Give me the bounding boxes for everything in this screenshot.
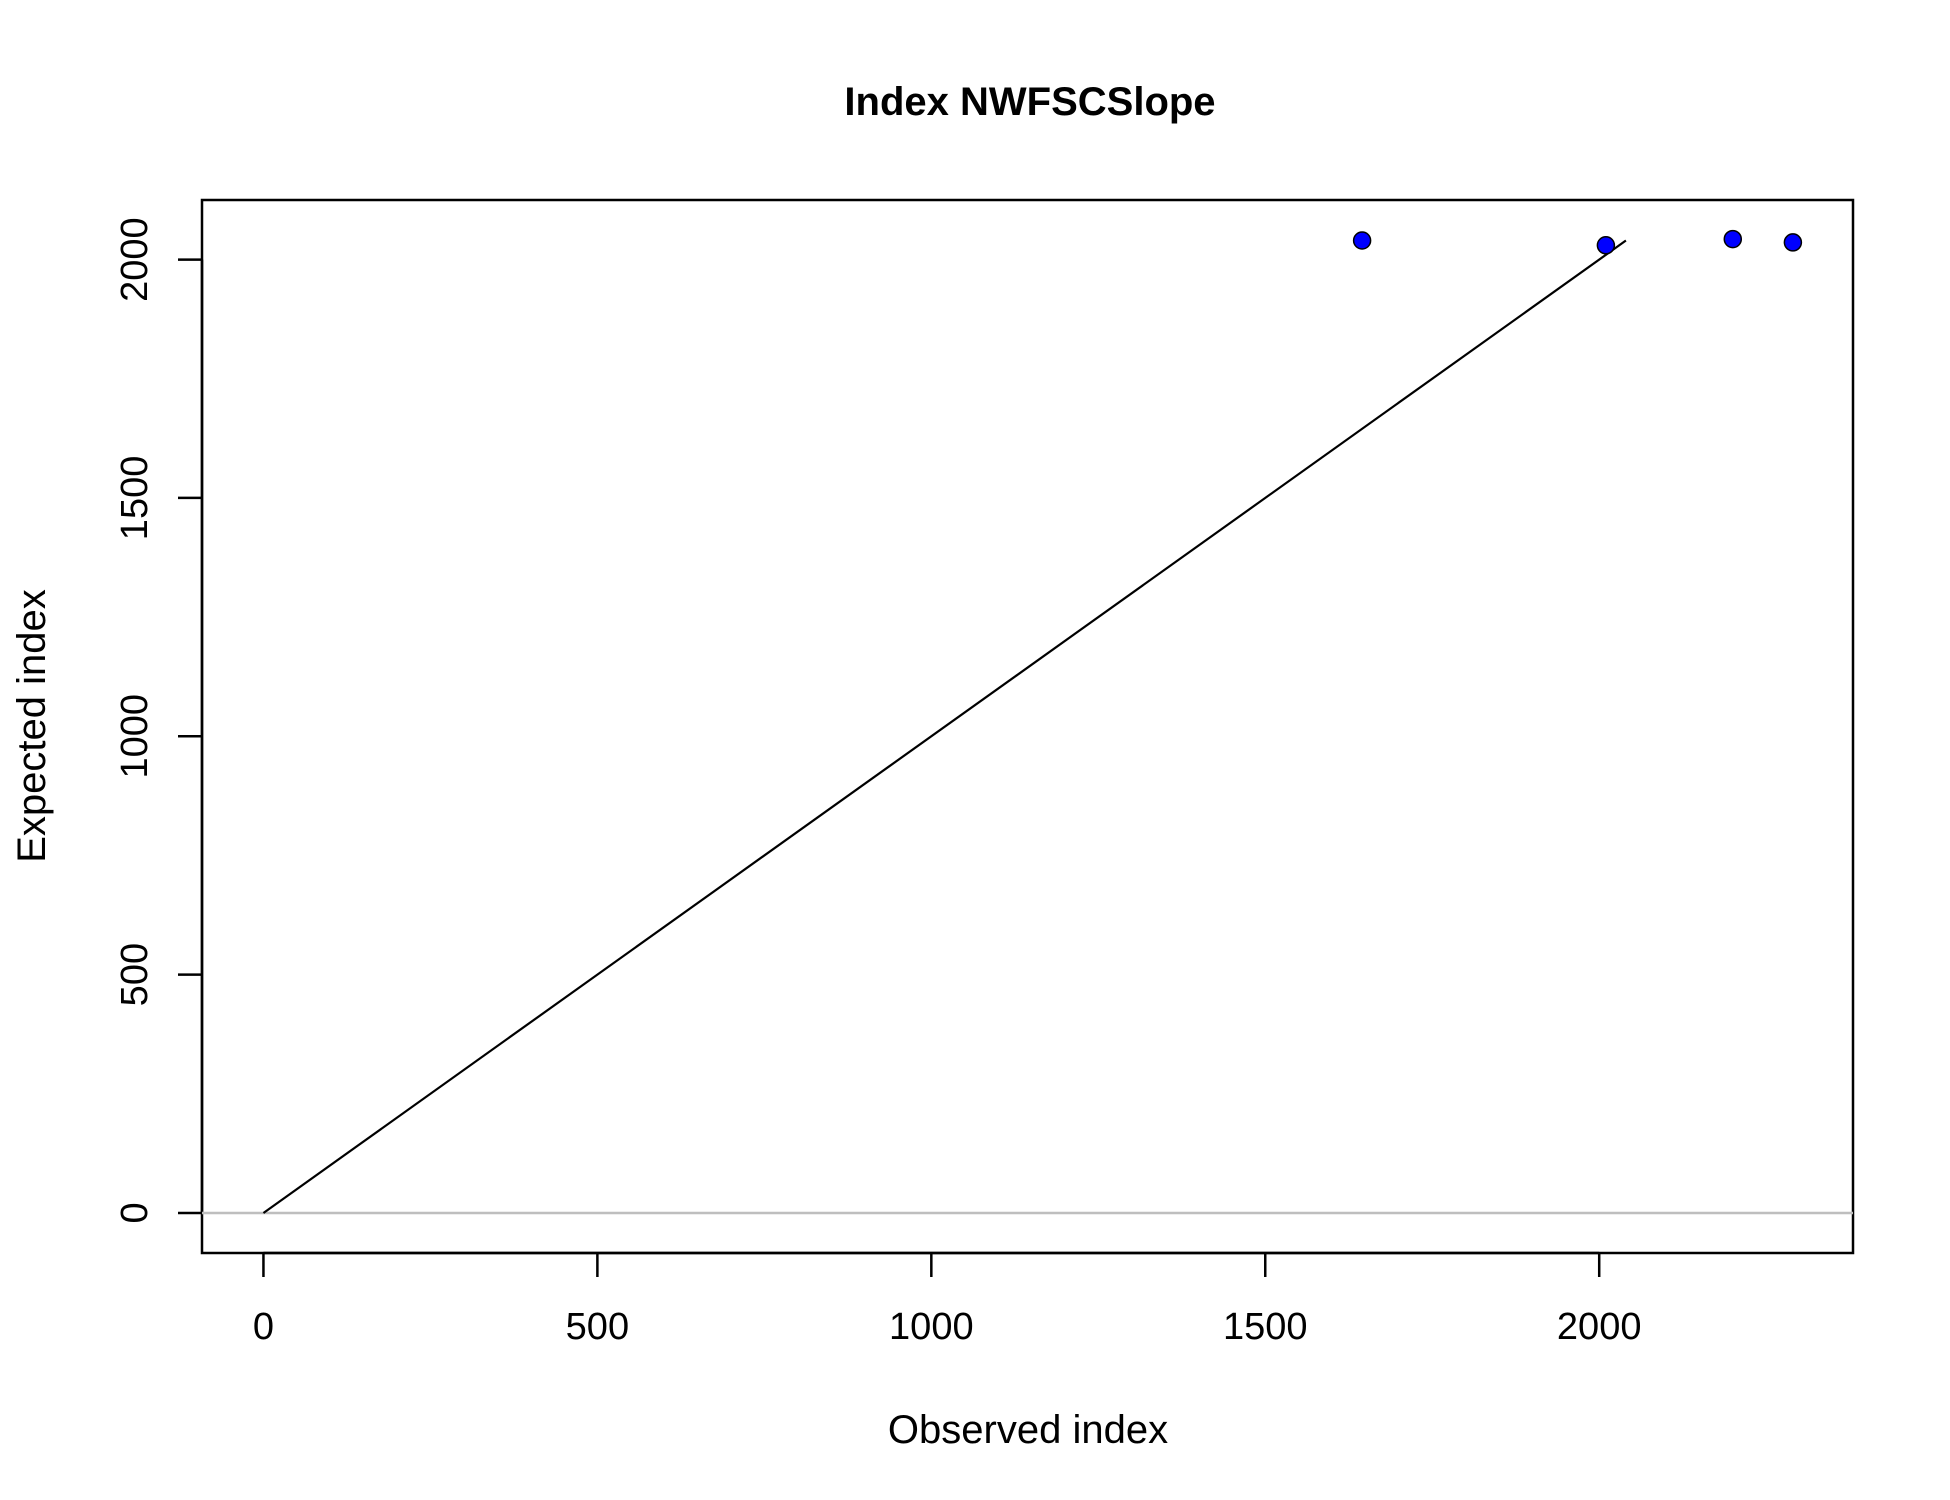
x-tick-label: 1000 — [889, 1306, 974, 1348]
x-axis-label: Observed index — [888, 1408, 1168, 1452]
data-point — [1723, 229, 1743, 249]
y-tick-label: 0 — [114, 1202, 156, 1223]
x-tick-label: 1500 — [1223, 1306, 1308, 1348]
y-axis-label: Expected index — [10, 589, 54, 863]
x-axis: 0 500 1000 1500 2000 — [253, 1251, 1642, 1348]
x-tick-label: 2000 — [1557, 1306, 1642, 1348]
x-tick-label: 500 — [566, 1306, 629, 1348]
chart-title: Index NWFSCSlope — [844, 80, 1215, 124]
y-tick-label: 1000 — [114, 694, 156, 779]
plot-frame — [200, 198, 1855, 1255]
y-tick-label: 2000 — [114, 217, 156, 302]
data-point — [1783, 233, 1803, 252]
y-tick-label: 1500 — [114, 456, 156, 541]
y-tick-label: 500 — [114, 943, 156, 1006]
y-axis: 0 500 1000 1500 2000 — [114, 217, 204, 1224]
data-point — [1352, 231, 1372, 250]
chart-marks — [202, 229, 1853, 1215]
data-point — [1596, 236, 1616, 255]
reference-line — [262, 239, 1627, 1214]
x-tick-label: 0 — [253, 1306, 274, 1348]
